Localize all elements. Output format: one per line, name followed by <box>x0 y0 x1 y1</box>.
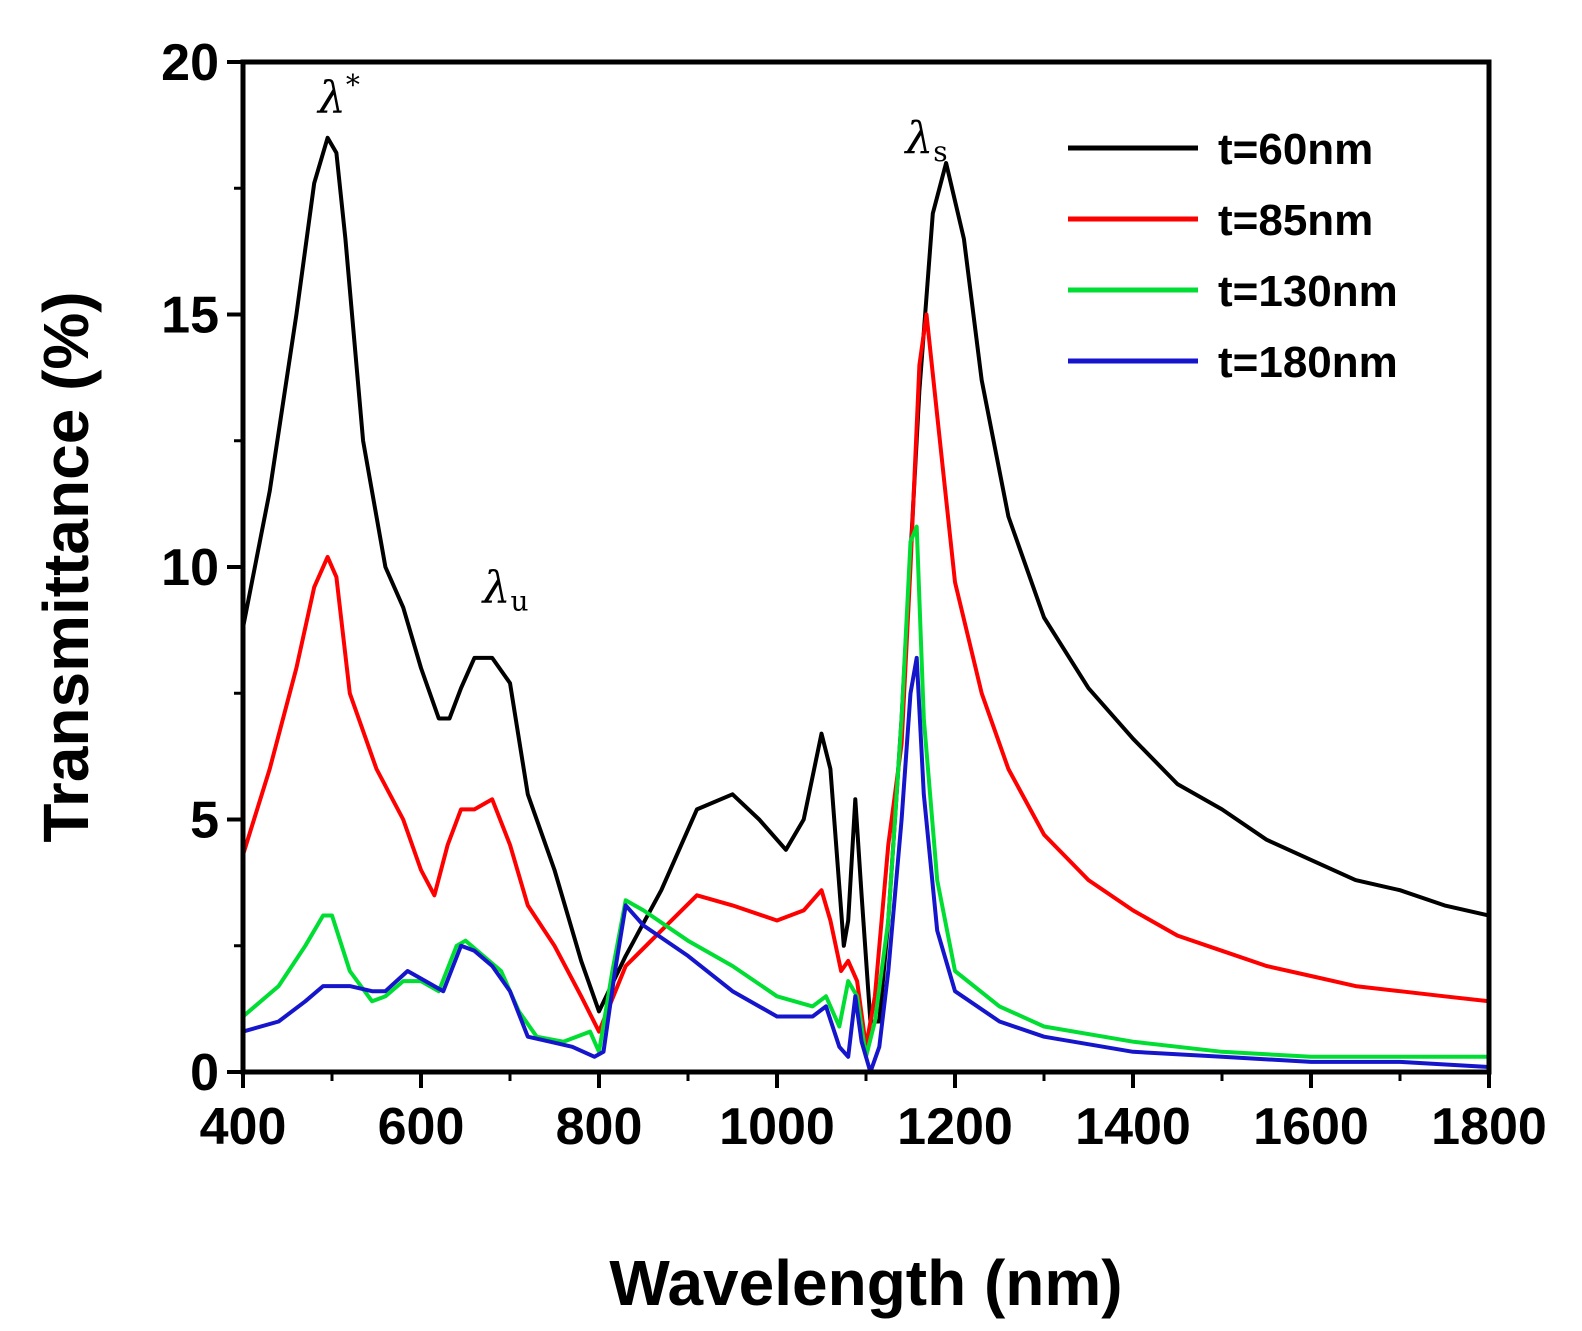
y-tick-label: 15 <box>161 287 219 345</box>
y-axis-label: Transmittance (%) <box>30 291 102 842</box>
series-layer <box>243 135 1489 1072</box>
x-axis-label: Wavelength (nm) <box>609 1247 1122 1319</box>
x-tick-label: 1600 <box>1253 1098 1369 1156</box>
x-tick-label: 600 <box>378 1098 465 1156</box>
legend-label: t=60nm <box>1218 125 1373 174</box>
peak-annotation: λu <box>481 562 529 617</box>
legend: t=60nm t=85nm t=130nm t=180nm <box>1068 125 1398 387</box>
peak-annotation: λs <box>903 113 947 168</box>
legend-label: t=85nm <box>1218 196 1373 245</box>
series-line-3 <box>243 524 1489 1059</box>
series-line-1 <box>243 135 1489 1024</box>
series-line-2 <box>243 312 1489 1049</box>
y-tick-label: 10 <box>161 539 219 597</box>
legend-label: t=180nm <box>1218 338 1398 387</box>
y-tick-label: 20 <box>161 34 219 92</box>
y-tick-label: 5 <box>190 792 219 850</box>
x-tick-label: 1400 <box>1075 1098 1191 1156</box>
y-tick-label: 0 <box>190 1044 219 1102</box>
x-tick-label: 800 <box>556 1098 643 1156</box>
annotations-layer: λ* λu λs <box>316 69 948 618</box>
x-tick-label: 1800 <box>1431 1098 1547 1156</box>
peak-annotation: λ* <box>316 69 360 124</box>
x-tick-label: 400 <box>200 1098 287 1156</box>
x-tick-label: 1200 <box>897 1098 1013 1156</box>
legend-label: t=130nm <box>1218 267 1398 316</box>
ticks-layer: 400 600 800 1000 1200 1400 1600 1800 0 5 10 15 20 <box>161 34 1547 1156</box>
series-line-4 <box>243 655 1489 1072</box>
x-tick-label: 1000 <box>719 1098 835 1156</box>
